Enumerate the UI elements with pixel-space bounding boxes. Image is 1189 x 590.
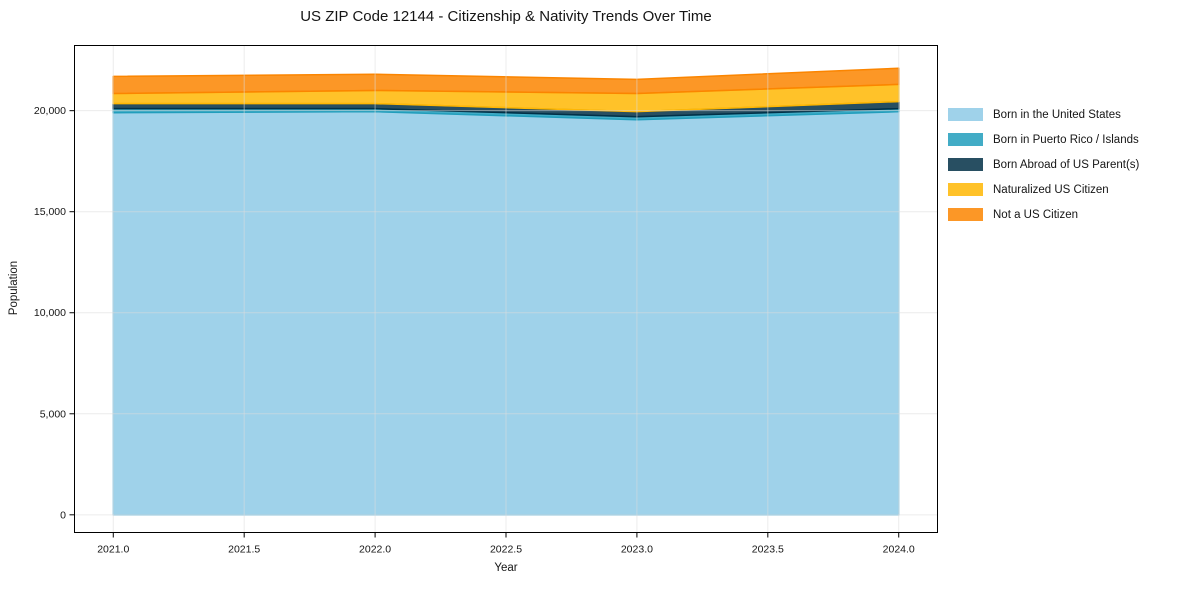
legend: Born in the United States Born in Puerto …	[948, 102, 1139, 227]
legend-item: Born in Puerto Rico / Islands	[948, 127, 1139, 152]
legend-item: Born Abroad of US Parent(s)	[948, 152, 1139, 177]
x-tick-label: 2021.0	[97, 544, 129, 556]
legend-item: Naturalized US Citizen	[948, 177, 1139, 202]
x-tick-label: 2023.5	[752, 544, 784, 556]
legend-swatch	[948, 108, 983, 121]
chart-title: US ZIP Code 12144 - Citizenship & Nativi…	[300, 8, 712, 25]
legend-swatch	[948, 208, 983, 221]
legend-swatch	[948, 133, 983, 146]
y-axis-label: Population	[8, 260, 20, 316]
legend-label: Born in the United States	[993, 108, 1121, 121]
legend-label: Born in Puerto Rico / Islands	[993, 133, 1139, 146]
x-axis-label: Year	[494, 562, 518, 574]
y-tick-label: 20,000	[34, 105, 66, 117]
x-tick-label: 2024.0	[883, 544, 915, 556]
x-tick-label: 2022.5	[490, 544, 522, 556]
x-tick-label: 2021.5	[228, 544, 260, 556]
legend-item: Not a US Citizen	[948, 202, 1139, 227]
y-tick-label: 0	[60, 509, 66, 521]
legend-swatch	[948, 183, 983, 196]
legend-label: Born Abroad of US Parent(s)	[993, 158, 1140, 171]
x-tick-label: 2023.0	[621, 544, 653, 556]
legend-label: Not a US Citizen	[993, 208, 1079, 221]
y-tick-label: 10,000	[34, 307, 66, 319]
x-tick-label: 2022.0	[359, 544, 391, 556]
y-tick-label: 15,000	[34, 206, 66, 218]
legend-item: Born in the United States	[948, 102, 1139, 127]
y-tick-label: 5,000	[40, 408, 66, 420]
plot-border	[74, 45, 938, 533]
legend-label: Naturalized US Citizen	[993, 183, 1109, 196]
legend-swatch	[948, 158, 983, 171]
